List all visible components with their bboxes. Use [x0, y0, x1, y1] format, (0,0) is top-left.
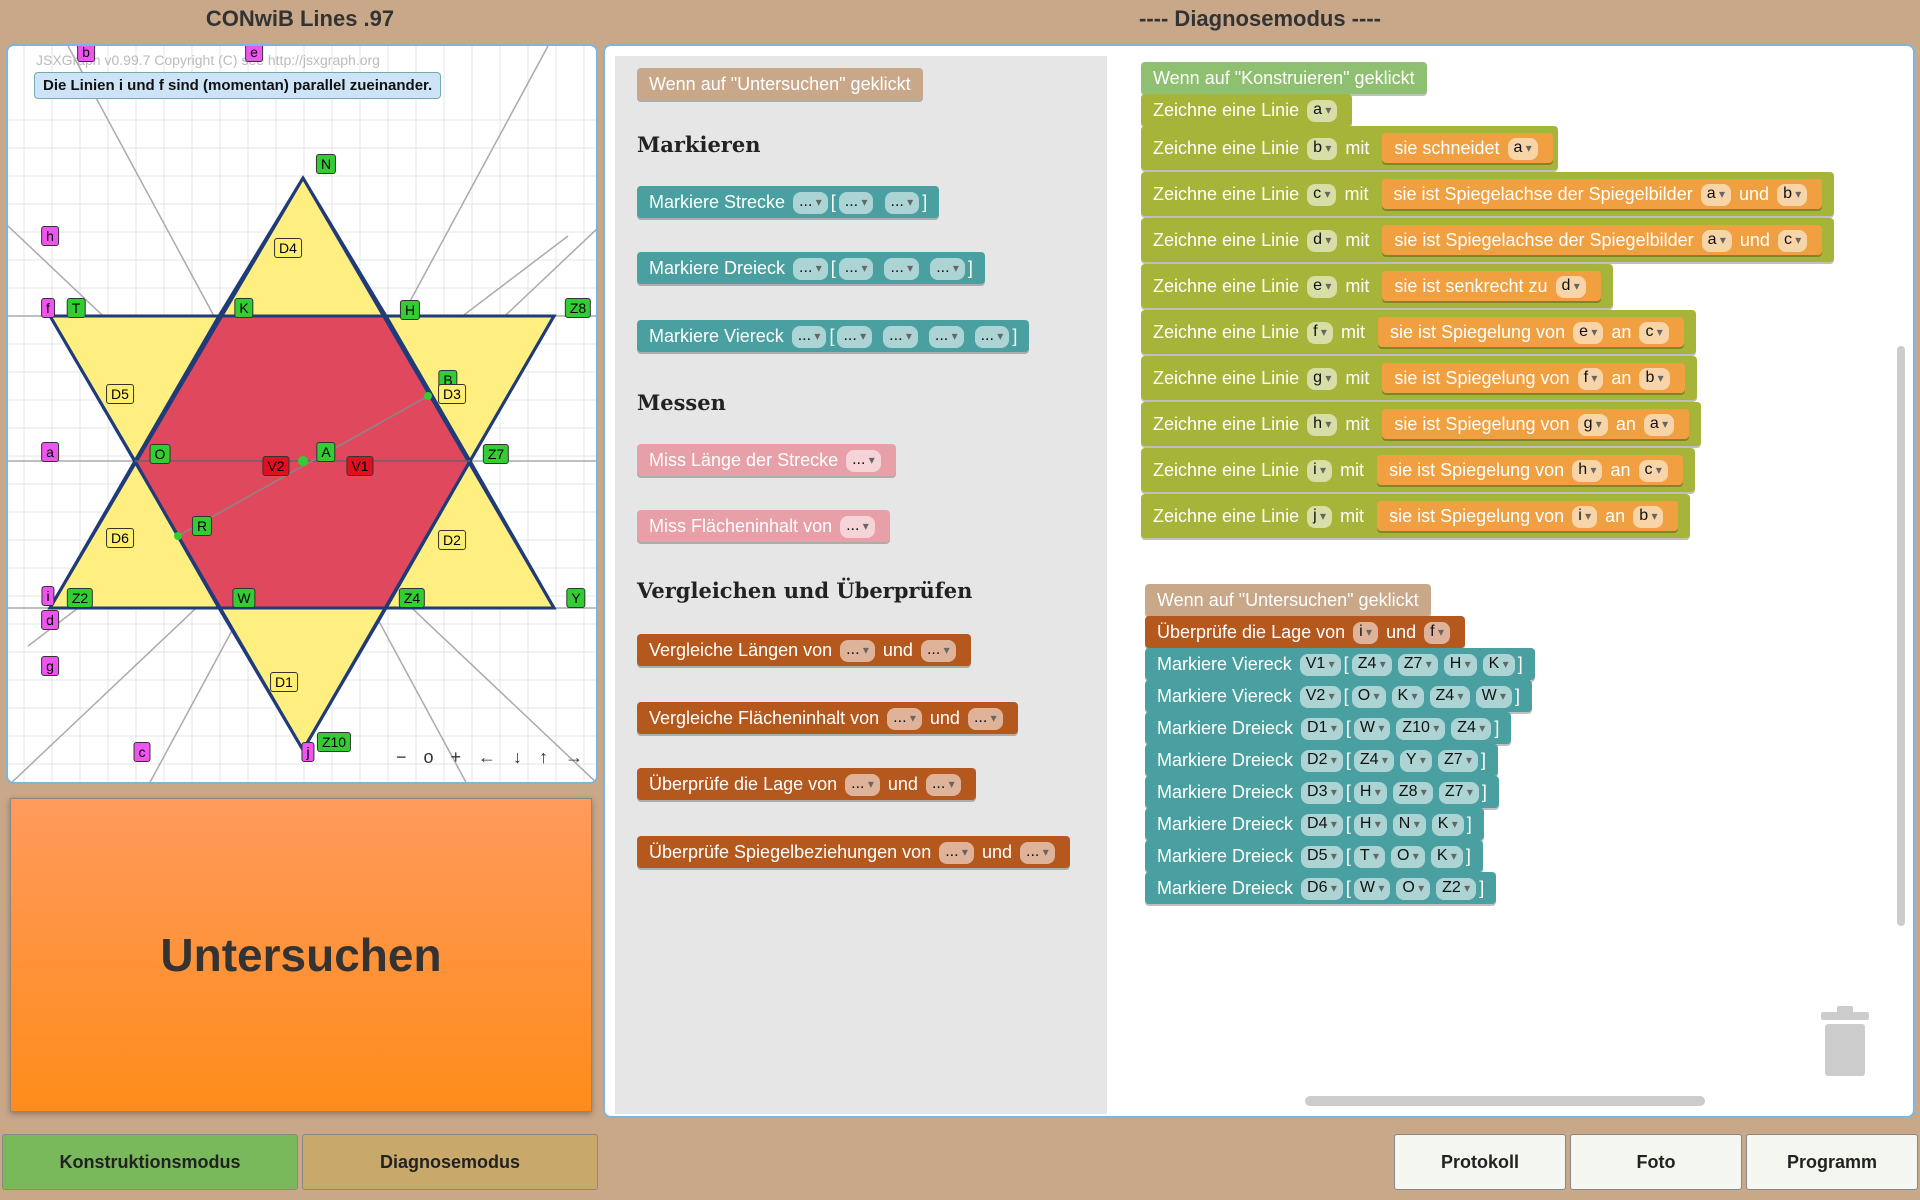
point-A[interactable] [298, 456, 308, 466]
zeichne-linie-f[interactable]: Zeichne eine Linie f mit sie ist Spiegel… [1141, 310, 1696, 354]
markiere-dreieck-d5[interactable]: Markiere Dreieck D5[TOK] [1145, 840, 1483, 872]
hat-block[interactable]: Wenn auf "Untersuchen" geklickt [637, 68, 923, 100]
triangle-label[interactable]: D3 [438, 384, 466, 404]
point-label[interactable]: O [149, 444, 171, 464]
toolbox: Wenn auf "Untersuchen" geklickt Markiere… [615, 56, 1107, 1114]
vergleiche-flaechen-block[interactable]: Vergleiche Flächeninhalt von ... und ... [637, 702, 1018, 734]
markiere-dreieck-d2[interactable]: Markiere Dreieck D2[Z4YZ7] [1145, 744, 1498, 776]
zeichne-linie-j[interactable]: Zeichne eine Linie j mit sie ist Spiegel… [1141, 494, 1691, 538]
condition-block: sie ist Spiegelachse der Spiegelbilder a… [1382, 225, 1823, 255]
category-markieren: Markieren [637, 132, 761, 157]
markiere-dreieck-d3[interactable]: Markiere Dreieck D3[HZ8Z7] [1145, 776, 1499, 808]
zeichne-linie-e[interactable]: Zeichne eine Linie e mit sie ist senkrec… [1141, 264, 1613, 308]
vertical-scrollbar[interactable] [1897, 346, 1905, 926]
miss-flaeche-block[interactable]: Miss Flächeninhalt von ... [637, 510, 890, 542]
markiere-dreieck-d6[interactable]: Markiere Dreieck D6[WOZ2] [1145, 872, 1497, 904]
blockly-workspace[interactable]: Wenn auf "Untersuchen" geklickt Markiere… [603, 44, 1915, 1118]
triangle-label[interactable]: D4 [274, 238, 302, 258]
line-label[interactable]: h [41, 226, 59, 246]
konstruieren-hat-block[interactable]: Wenn auf "Konstruieren" geklickt [1141, 62, 1427, 94]
markiere-viereck-v1[interactable]: Markiere Viereck V1[Z4Z7HK] [1145, 648, 1535, 680]
info-message: Die Linien i und f sind (momentan) paral… [34, 72, 442, 99]
zeichne-linie-h[interactable]: Zeichne eine Linie h mit sie ist Spiegel… [1141, 402, 1702, 446]
condition-block: sie ist Spiegelung von f an b [1382, 363, 1685, 393]
app-title: CONwiB Lines .97 [205, 6, 395, 31]
markiere-dreieck-block[interactable]: Markiere Dreieck ...[... ... ...] [637, 252, 985, 284]
zeichne-linie-c[interactable]: Zeichne eine Linie c mit sie ist Spiegel… [1141, 172, 1835, 216]
category-messen: Messen [637, 390, 726, 415]
condition-block: sie ist Spiegelachse der Spiegelbilder a… [1381, 179, 1823, 209]
zeichne-linie-i[interactable]: Zeichne eine Linie i mit sie ist Spiegel… [1141, 448, 1695, 492]
point-label[interactable]: T [66, 298, 86, 318]
point-label[interactable]: R [191, 516, 213, 536]
line-label[interactable]: b [77, 46, 95, 62]
zeichne-linie-a[interactable]: Zeichne eine Linie a [1141, 94, 1353, 126]
triangle-label[interactable]: D1 [270, 672, 298, 692]
point-label[interactable]: Z4 [398, 588, 426, 608]
vergleiche-laengen-block[interactable]: Vergleiche Längen von ... und ... [637, 634, 971, 666]
markiere-viereck-block[interactable]: Markiere Viereck ...[... ... ... ...] [637, 320, 1030, 352]
zoom-navigation[interactable]: − o + ← ↓ ↑ → [396, 747, 590, 767]
untersuchen-button[interactable]: Untersuchen [10, 798, 592, 1112]
ueberpruefe-lage-i-f[interactable]: Überprüfe die Lage von i und f [1145, 616, 1465, 648]
untersuchen-hat-block[interactable]: Wenn auf "Untersuchen" geklickt [1145, 584, 1431, 616]
zeichne-linie-d[interactable]: Zeichne eine Linie d mit sie ist Spiegel… [1141, 218, 1835, 262]
miss-laenge-block[interactable]: Miss Länge der Strecke ... [637, 444, 896, 476]
markiere-viereck-v2[interactable]: Markiere Viereck V2[OKZ4W] [1145, 680, 1533, 712]
point-B[interactable] [424, 392, 432, 400]
point-R[interactable] [174, 532, 182, 540]
triangle-label[interactable]: D5 [106, 384, 134, 404]
condition-block: sie schneidet a [1382, 133, 1553, 163]
copyright-text: JSXGraph v0.99.7 Copyright (C) see http:… [36, 52, 380, 68]
line-label[interactable]: d [41, 610, 59, 630]
point-label[interactable]: W [232, 588, 256, 608]
condition-block: sie ist Spiegelung von g an a [1382, 409, 1690, 439]
diagnosemodus-button[interactable]: Diagnosemodus [302, 1134, 598, 1190]
point-label[interactable]: Y [566, 588, 586, 608]
markiere-dreieck-d4[interactable]: Markiere Dreieck D4[HNK] [1145, 808, 1484, 840]
line-label[interactable]: i [41, 586, 55, 606]
ueberpruefe-spiegel-block[interactable]: Überprüfe Spiegelbeziehungen von ... und… [637, 836, 1070, 868]
trash-icon[interactable] [1817, 1006, 1873, 1078]
condition-block: sie ist Spiegelung von h an c [1377, 455, 1683, 485]
point-label[interactable]: N [315, 154, 337, 174]
zeichne-linie-b[interactable]: Zeichne eine Linie b mit sie schneidet a [1141, 126, 1558, 170]
line-label[interactable]: c [133, 742, 151, 762]
triangle-label[interactable]: D2 [438, 530, 466, 550]
line-label[interactable]: a [41, 442, 59, 462]
condition-block: sie ist Spiegelung von e an c [1377, 317, 1684, 347]
geometry-board[interactable]: JSXGraph v0.99.7 Copyright (C) see http:… [6, 44, 598, 784]
condition-block: sie ist Spiegelung von i an b [1377, 501, 1679, 531]
point-label[interactable]: Z8 [564, 298, 592, 318]
markiere-strecke-block[interactable]: Markiere Strecke ...[... ...] [637, 186, 940, 218]
category-vergleichen: Vergleichen und Überprüfen [637, 578, 973, 603]
zeichne-linie-g[interactable]: Zeichne eine Linie g mit sie ist Spiegel… [1141, 356, 1697, 400]
mode-title: ---- Diagnosemodus ---- [1139, 6, 1381, 31]
geometry-canvas[interactable] [8, 46, 598, 784]
foto-button[interactable]: Foto [1570, 1134, 1742, 1190]
line-label[interactable]: g [41, 656, 59, 676]
point-label[interactable]: K [234, 298, 254, 318]
quad-label[interactable]: V1 [346, 456, 374, 476]
point-label[interactable]: H [399, 300, 421, 320]
line-label[interactable]: f [41, 298, 55, 318]
konstruktionsmodus-button[interactable]: Konstruktionsmodus [2, 1134, 298, 1190]
horizontal-scrollbar[interactable] [1305, 1096, 1705, 1106]
point-label[interactable]: A [316, 442, 336, 462]
line-label[interactable]: e [245, 46, 263, 62]
programm-button[interactable]: Programm [1746, 1134, 1918, 1190]
triangle-label[interactable]: D6 [106, 528, 134, 548]
ueberpruefe-lage-block[interactable]: Überprüfe die Lage von ... und ... [637, 768, 976, 800]
point-label[interactable]: Z2 [66, 588, 94, 608]
condition-block: sie ist senkrecht zu d [1382, 271, 1601, 301]
point-label[interactable]: Z10 [316, 732, 352, 752]
line-label[interactable]: j [301, 742, 315, 762]
protokoll-button[interactable]: Protokoll [1394, 1134, 1566, 1190]
point-label[interactable]: Z7 [482, 444, 510, 464]
markiere-dreieck-d1[interactable]: Markiere Dreieck D1[WZ10Z4] [1145, 712, 1512, 744]
quad-label[interactable]: V2 [262, 456, 290, 476]
